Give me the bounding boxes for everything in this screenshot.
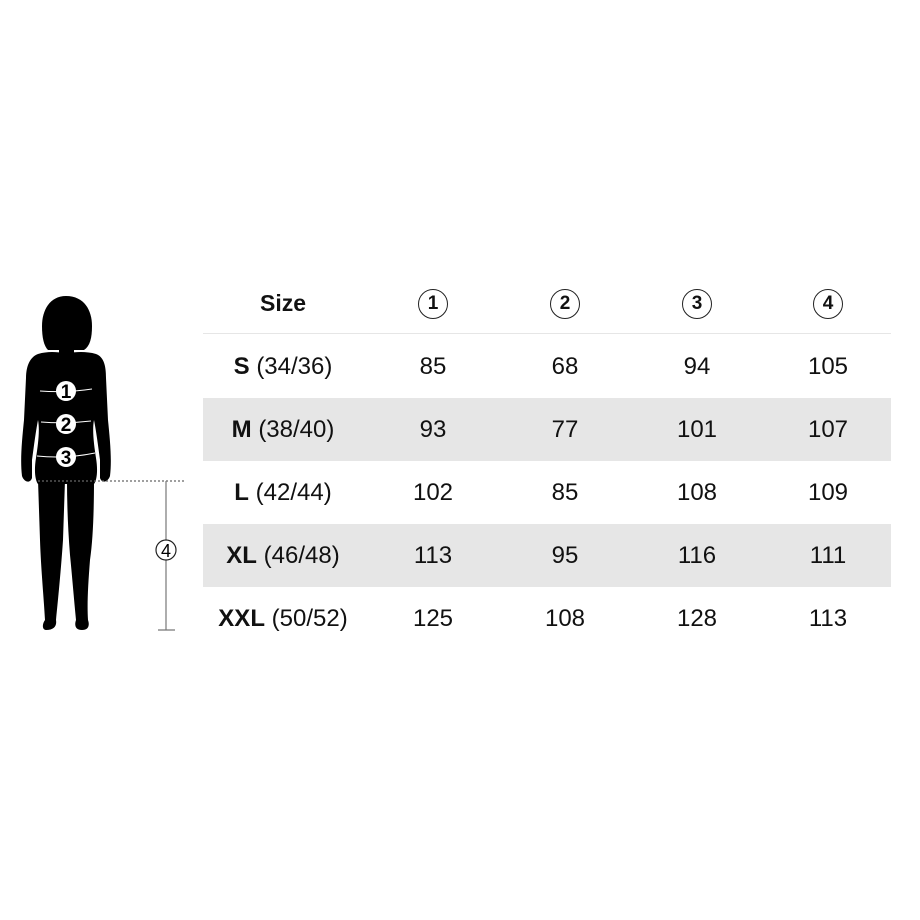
column-header-4: 4 [813, 289, 843, 319]
eu-size: (38/40) [258, 416, 335, 443]
svg-text:2: 2 [61, 415, 72, 436]
body-silhouette-figure: 1 2 3 4 [21, 296, 184, 631]
measure-marker-1: 1 [56, 381, 76, 403]
measurement-cell: 109 [807, 479, 849, 506]
measurement-cell: 128 [676, 605, 718, 632]
measurement-cell: 111 [809, 542, 847, 569]
table-row: XL (46/48) 113 95 116 111 [203, 524, 891, 587]
measure-marker-2: 2 [56, 414, 76, 436]
eu-size: (34/36) [256, 353, 333, 380]
measurement-cell: 85 [551, 479, 579, 506]
measurement-cell: 105 [807, 353, 849, 380]
measurement-cell: 108 [544, 605, 586, 632]
size-code: XL [226, 542, 257, 569]
eu-size: (50/52) [271, 605, 348, 632]
measurement-cell: 113 [413, 542, 453, 569]
table-row: M (38/40) 93 77 101 107 [203, 398, 891, 461]
measurement-cell: 102 [412, 479, 454, 506]
measure-marker-3: 3 [56, 447, 76, 469]
measurement-cell: 113 [808, 605, 848, 632]
size-label: XL (46/48) [198, 524, 368, 587]
measurement-cell: 68 [551, 353, 579, 380]
svg-text:3: 3 [61, 448, 72, 469]
measurement-cell: 93 [419, 416, 447, 443]
measurement-cell: 101 [676, 416, 718, 443]
svg-text:4: 4 [161, 541, 171, 561]
table-row: L (42/44) 102 85 108 109 [203, 461, 891, 524]
size-label: L (42/44) [198, 461, 368, 524]
column-header-1: 1 [418, 289, 448, 319]
size-label: XXL (50/52) [198, 587, 368, 650]
measurement-cell: 77 [551, 416, 579, 443]
measurement-cell: 95 [551, 542, 579, 569]
svg-text:1: 1 [61, 382, 72, 403]
size-code: L [234, 479, 249, 506]
size-code: S [233, 353, 250, 380]
eu-size: (46/48) [263, 542, 340, 569]
size-label: M (38/40) [198, 398, 368, 461]
table-row: XXL (50/52) 125 108 128 113 [203, 587, 891, 650]
table-row: S (34/36) 85 68 94 105 [203, 335, 891, 398]
measurement-cell: 85 [419, 353, 447, 380]
measure-marker-4: 4 [155, 539, 177, 561]
measurement-cell: 107 [807, 416, 849, 443]
size-header: Size [259, 290, 307, 316]
header-divider [203, 333, 891, 334]
measurement-cell: 94 [683, 353, 711, 380]
column-header-3: 3 [682, 289, 712, 319]
eu-size: (42/44) [255, 479, 332, 506]
measurement-cell: 116 [677, 542, 717, 569]
size-label: S (34/36) [198, 335, 368, 398]
size-code: M [231, 416, 252, 443]
measurement-cell: 125 [412, 605, 454, 632]
measurement-cell: 108 [676, 479, 718, 506]
column-header-2: 2 [550, 289, 580, 319]
size-code: XXL [218, 605, 265, 632]
